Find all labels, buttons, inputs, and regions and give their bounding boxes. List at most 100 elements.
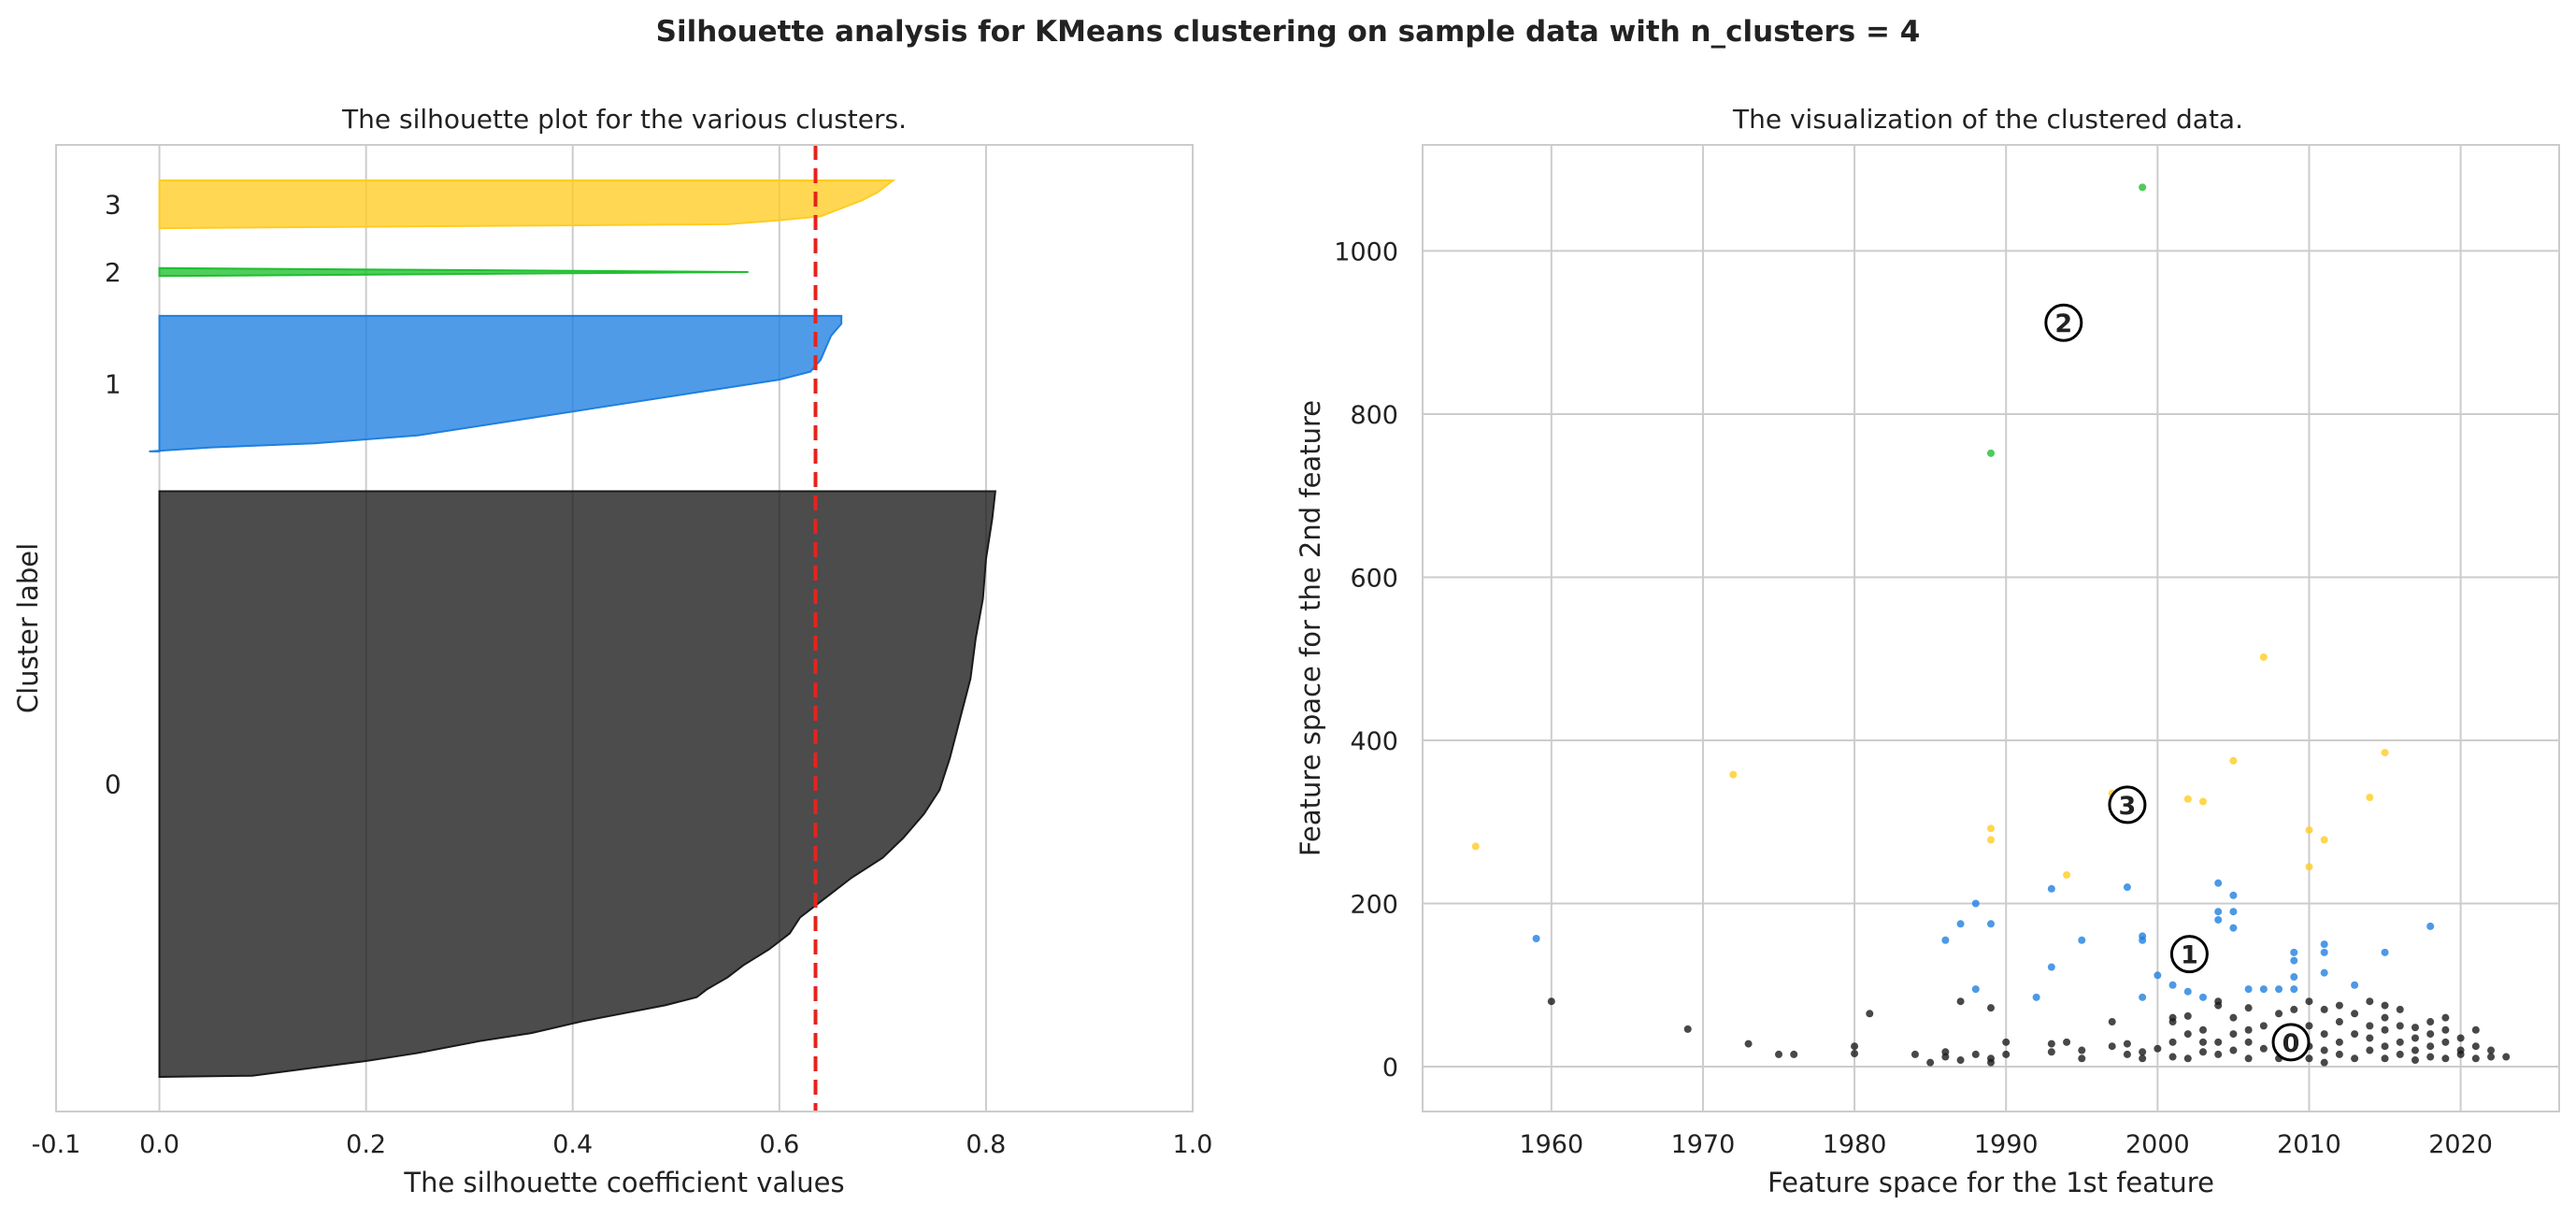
scatter-point-cluster-0 <box>1956 1056 1965 1065</box>
scatter-point-cluster-3 <box>2198 797 2207 806</box>
scatter-point-cluster-0 <box>2244 1054 2253 1063</box>
scatter-point-cluster-0 <box>2168 1013 2177 1022</box>
scatter-point-cluster-0 <box>2108 1018 2116 1026</box>
scatter-point-cluster-0 <box>2259 1022 2268 1030</box>
scatter-point-cluster-0 <box>2320 1030 2328 1039</box>
scatter-x-tick-labels: 1960 1970 1980 1990 2000 2010 2020 <box>1519 1130 2493 1159</box>
scatter-point-cluster-0 <box>2411 1046 2419 1054</box>
cluster-center-marker <box>2169 935 2209 974</box>
scatter-point-cluster-0 <box>2441 1013 2450 1022</box>
scatter-plot-title: The visualization of the clustered data. <box>1732 104 2243 135</box>
scatter-point-cluster-1 <box>1532 935 1540 943</box>
scatter-point-cluster-0 <box>1866 1010 1874 1018</box>
scatter-point-cluster-0 <box>2456 1046 2465 1054</box>
cluster-label-3: 3 <box>105 190 122 221</box>
scatter-point-cluster-1 <box>1971 899 1980 908</box>
scatter-plot-frame <box>1422 144 2560 1112</box>
silhouette-plot: The silhouette plot for the various clus… <box>12 104 1212 1198</box>
scatter-point-cluster-0 <box>2123 1040 2131 1048</box>
scatter-point-cluster-0 <box>2275 1010 2283 1018</box>
scatter-point-cluster-0 <box>2078 1046 2086 1054</box>
scatter-point-cluster-1 <box>2290 985 2298 994</box>
scatter-point-cluster-0 <box>2290 1005 2298 1013</box>
scatter-point-cluster-1 <box>2154 971 2162 980</box>
scatter-point-cluster-1 <box>1956 920 1965 928</box>
scatter-point-cluster-0 <box>2335 1038 2343 1046</box>
scatter-point-cluster-0 <box>1744 1040 1753 1048</box>
scatter-point-cluster-3 <box>1987 825 1995 833</box>
scatter-point-cluster-0 <box>2381 1025 2389 1034</box>
scatter-point-cluster-1 <box>2168 981 2177 989</box>
scatter-point-cluster-3 <box>2183 795 2192 803</box>
scatter-point-cluster-0 <box>2411 1056 2419 1065</box>
silhouette-x-tick-label: 0.0 <box>139 1130 179 1159</box>
scatter-point-cluster-0 <box>2229 1046 2238 1054</box>
scatter-x-tick-label: 2020 <box>2428 1130 2493 1159</box>
scatter-point-cluster-0 <box>2487 1053 2496 1061</box>
scatter-point-cluster-0 <box>2471 1042 2480 1051</box>
scatter-point-cluster-0 <box>2244 1025 2253 1034</box>
scatter-point-cluster-3 <box>2366 794 2374 802</box>
scatter-point-cluster-0 <box>1851 1050 1859 1058</box>
scatter-point-cluster-0 <box>2381 1013 2389 1022</box>
scatter-point-cluster-0 <box>1775 1050 1783 1058</box>
silhouette-cluster-1 <box>149 314 843 452</box>
silhouette-plot-title: The silhouette plot for the various clus… <box>341 104 907 135</box>
silhouette-cluster-0 <box>158 490 996 1079</box>
scatter-point-cluster-0 <box>2335 1001 2343 1010</box>
silhouette-plot-frame <box>55 144 1194 1112</box>
scatter-point-cluster-0 <box>2198 1038 2207 1046</box>
scatter-point-cluster-0 <box>2441 1025 2450 1034</box>
scatter-point-cluster-0 <box>2426 1018 2435 1026</box>
scatter-point-cluster-1 <box>2290 973 2298 982</box>
scatter-point-cluster-1 <box>2229 924 2238 932</box>
scatter-point-cluster-0 <box>2198 1025 2207 1034</box>
scatter-y-axis-label: Feature space for the 2nd feature <box>1295 400 1326 856</box>
scatter-point-cluster-0 <box>2214 1050 2223 1058</box>
scatter-grid <box>1423 145 2559 1111</box>
scatter-point-cluster-0 <box>2487 1046 2496 1054</box>
scatter-x-tick-label: 1990 <box>1974 1130 2039 1159</box>
silhouette-x-axis-label: The silhouette coefficient values <box>403 1167 844 1198</box>
scatter-point-cluster-0 <box>2078 1054 2086 1063</box>
scatter-point-cluster-3 <box>2320 836 2328 844</box>
cluster-scatter-plot: The visualization of the clustered data.… <box>1295 104 2560 1198</box>
scatter-point-cluster-0 <box>2139 1048 2147 1056</box>
silhouette-x-tick-label: 0.8 <box>966 1130 1006 1159</box>
scatter-point-cluster-1 <box>2320 968 2328 977</box>
scatter-point-cluster-0 <box>2351 1054 2359 1063</box>
scatter-point-cluster-1 <box>2047 963 2055 971</box>
silhouette-areas <box>149 179 996 1079</box>
scatter-point-cluster-0 <box>2426 1042 2435 1051</box>
scatter-x-tick-label: 1970 <box>1671 1130 1736 1159</box>
cluster-centers: 0 1 2 3 <box>2044 303 2311 1062</box>
scatter-point-cluster-0 <box>2047 1040 2055 1048</box>
scatter-point-cluster-0 <box>2305 997 2313 1006</box>
scatter-point-cluster-1 <box>2139 936 2147 944</box>
scatter-point-cluster-0 <box>2366 997 2374 1006</box>
scatter-point-cluster-0 <box>2471 1054 2480 1063</box>
scatter-point-cluster-0 <box>2259 1044 2268 1053</box>
scatter-point-cluster-0 <box>2381 1042 2389 1051</box>
scatter-point-cluster-0 <box>2047 1048 2055 1056</box>
scatter-x-tick-label: 2000 <box>2125 1130 2190 1159</box>
scatter-point-cluster-0 <box>1790 1050 1798 1058</box>
scatter-point-cluster-3 <box>1987 836 1995 844</box>
silhouette-x-tick-label: -0.1 <box>32 1130 81 1159</box>
scatter-point-cluster-3 <box>1471 842 1480 851</box>
silhouette-x-tick-label: 0.2 <box>346 1130 386 1159</box>
cluster-center-marker <box>2044 303 2083 342</box>
scatter-point-cluster-1 <box>2426 922 2435 930</box>
scatter-point-cluster-0 <box>2139 1054 2147 1063</box>
scatter-point-cluster-0 <box>2123 1050 2131 1058</box>
scatter-point-cluster-0 <box>1971 1050 1980 1058</box>
scatter-point-cluster-0 <box>2456 1034 2465 1042</box>
scatter-point-cluster-0 <box>2168 1053 2177 1061</box>
scatter-y-tick-label: 0 <box>1382 1054 1398 1083</box>
scatter-point-cluster-0 <box>2366 1046 2374 1054</box>
silhouette-x-tick-label: 0.4 <box>552 1130 593 1159</box>
scatter-point-cluster-2 <box>1987 449 1995 457</box>
scatter-point-cluster-3 <box>2305 825 2313 834</box>
scatter-point-cluster-0 <box>1547 997 1555 1006</box>
